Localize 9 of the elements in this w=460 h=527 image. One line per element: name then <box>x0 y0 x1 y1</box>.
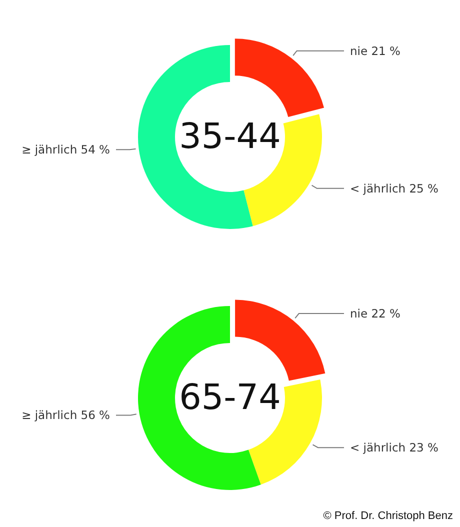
text: 65-74 <box>178 377 282 420</box>
slice-label: < jährlich 23 % <box>350 440 438 455</box>
slice-label: ≥ jährlich 56 % <box>22 408 110 422</box>
text: © Prof. Dr. Christoph Benz <box>323 510 453 522</box>
slice-label: nie 22 % <box>350 306 401 321</box>
slice-label: ≥ jährlich 54 % <box>22 142 110 157</box>
slice-label: < jährlich 25 % <box>350 181 438 196</box>
slice-label: nie 21 % <box>350 44 401 58</box>
text: 35-44 <box>178 116 282 159</box>
